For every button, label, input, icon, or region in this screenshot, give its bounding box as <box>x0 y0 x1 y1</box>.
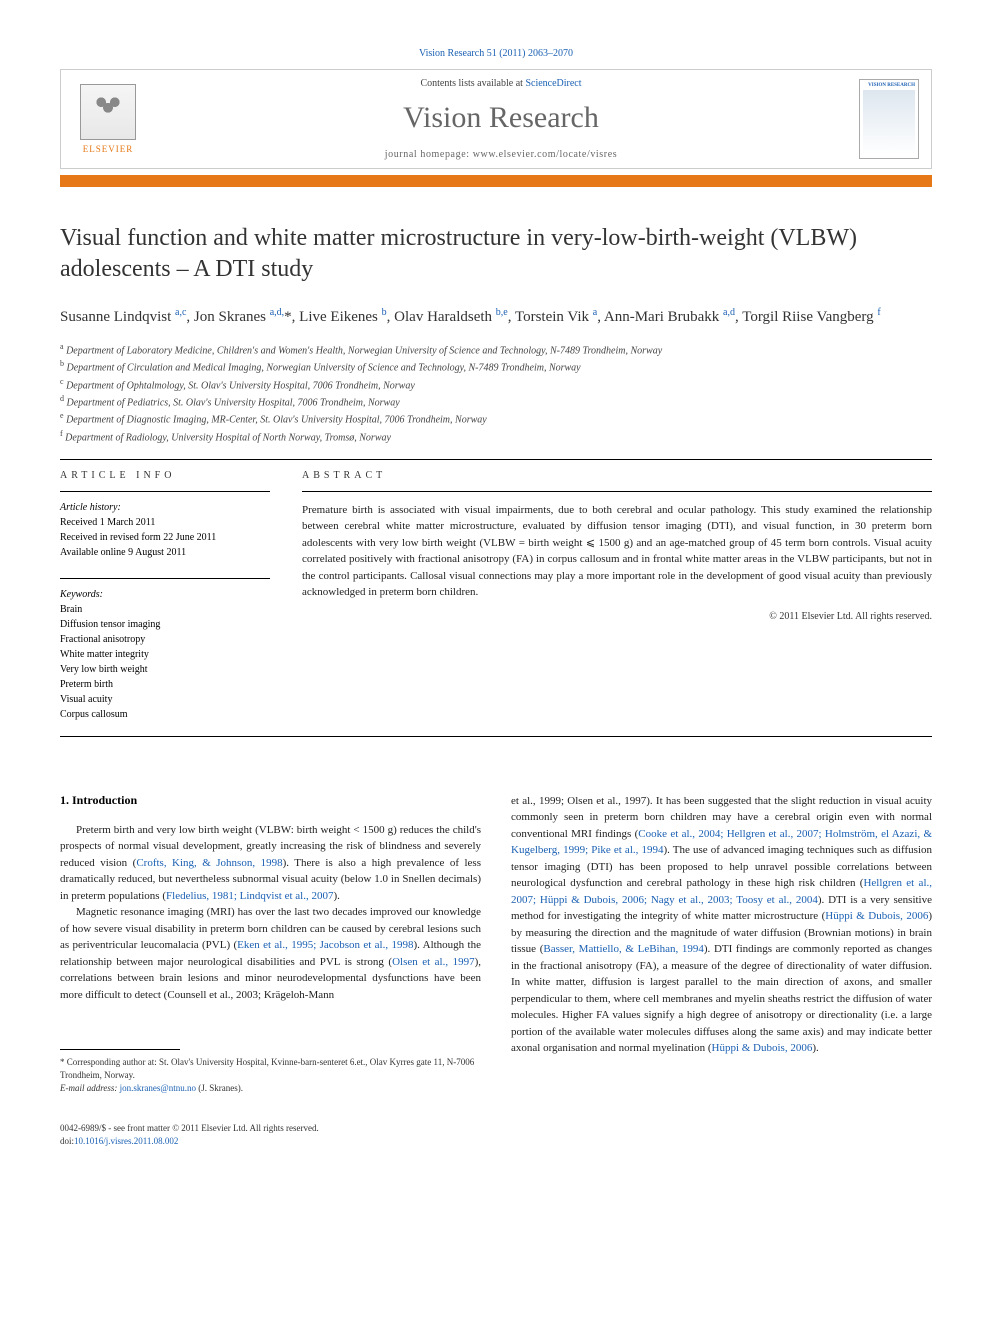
page-container: Vision Research 51 (2011) 2063–2070 ELSE… <box>0 0 992 1195</box>
keyword: Diffusion tensor imaging <box>60 617 270 632</box>
keyword: Brain <box>60 602 270 617</box>
divider <box>60 578 270 579</box>
email-suffix: (J. Skranes). <box>196 1083 243 1093</box>
email-line: E-mail address: jon.skranes@ntnu.no (J. … <box>60 1082 481 1095</box>
history-line: Received 1 March 2011 <box>60 515 270 530</box>
keyword: Very low birth weight <box>60 662 270 677</box>
divider <box>60 459 932 460</box>
homepage-prefix: journal homepage: <box>385 149 473 160</box>
paragraph: Magnetic resonance imaging (MRI) has ove… <box>60 904 481 1003</box>
body-columns: 1. Introduction Preterm birth and very l… <box>60 793 932 1094</box>
abstract-column: ABSTRACT Premature birth is associated w… <box>302 470 932 722</box>
doi-label: doi: <box>60 1136 74 1146</box>
journal-cover-thumb: VISION RESEARCH <box>859 79 919 159</box>
affiliation-line: a Department of Laboratory Medicine, Chi… <box>60 341 932 358</box>
journal-banner: ELSEVIER Contents lists available at Sci… <box>60 69 932 169</box>
abstract-text: Premature birth is associated with visua… <box>302 502 932 601</box>
info-abstract-row: ARTICLE INFO Article history: Received 1… <box>60 470 932 722</box>
article-title: Visual function and white matter microst… <box>60 223 932 285</box>
cover-thumb-title: VISION RESEARCH <box>863 83 915 88</box>
front-matter-line: 0042-6989/$ - see front matter © 2011 El… <box>60 1122 932 1135</box>
authors-list: Susanne Lindqvist a,c, Jon Skranes a,d,*… <box>60 305 932 329</box>
homepage-line: journal homepage: www.elsevier.com/locat… <box>143 149 859 160</box>
affiliations-list: a Department of Laboratory Medicine, Chi… <box>60 341 932 445</box>
keywords-block: Keywords: BrainDiffusion tensor imagingF… <box>60 587 270 722</box>
sciencedirect-link[interactable]: ScienceDirect <box>525 78 581 89</box>
keywords-lines: BrainDiffusion tensor imagingFractional … <box>60 602 270 722</box>
corresponding-author: * Corresponding author at: St. Olav's Un… <box>60 1056 481 1081</box>
journal-name: Vision Research <box>143 101 859 135</box>
keywords-label: Keywords: <box>60 587 270 602</box>
keyword: White matter integrity <box>60 647 270 662</box>
affiliation-line: c Department of Ophtalmology, St. Olav's… <box>60 376 932 393</box>
cover-thumb-body <box>863 90 915 155</box>
history-line: Available online 9 August 2011 <box>60 545 270 560</box>
footer: 0042-6989/$ - see front matter © 2011 El… <box>60 1122 932 1147</box>
footnote-block: * Corresponding author at: St. Olav's Un… <box>60 1056 481 1094</box>
email-link[interactable]: jon.skranes@ntnu.no <box>120 1083 196 1093</box>
abstract-heading: ABSTRACT <box>302 470 932 481</box>
doi-link[interactable]: 10.1016/j.visres.2011.08.002 <box>74 1136 178 1146</box>
left-column: 1. Introduction Preterm birth and very l… <box>60 793 481 1094</box>
email-label: E-mail address: <box>60 1083 120 1093</box>
keyword: Visual acuity <box>60 692 270 707</box>
homepage-url: www.elsevier.com/locate/visres <box>473 149 618 160</box>
right-column: et al., 1999; Olsen et al., 1997). It ha… <box>511 793 932 1094</box>
banner-center: Contents lists available at ScienceDirec… <box>143 78 859 160</box>
body-text: Preterm birth and very low birth weight … <box>60 822 481 1004</box>
contents-line: Contents lists available at ScienceDirec… <box>143 78 859 89</box>
paragraph: Preterm birth and very low birth weight … <box>60 822 481 905</box>
body-text: et al., 1999; Olsen et al., 1997). It ha… <box>511 793 932 1057</box>
divider <box>60 736 932 737</box>
affiliation-line: f Department of Radiology, University Ho… <box>60 428 932 445</box>
info-heading: ARTICLE INFO <box>60 470 270 481</box>
citation-line: Vision Research 51 (2011) 2063–2070 <box>60 48 932 59</box>
elsevier-logo: ELSEVIER <box>73 79 143 159</box>
elsevier-tree-icon <box>80 84 136 140</box>
history-line: Received in revised form 22 June 2011 <box>60 530 270 545</box>
publisher-name: ELSEVIER <box>83 144 134 154</box>
article-info-column: ARTICLE INFO Article history: Received 1… <box>60 470 270 722</box>
keyword: Preterm birth <box>60 677 270 692</box>
contents-prefix: Contents lists available at <box>420 78 525 89</box>
history-lines: Received 1 March 2011Received in revised… <box>60 515 270 560</box>
history-block: Article history: Received 1 March 2011Re… <box>60 500 270 560</box>
divider <box>60 491 270 492</box>
copyright-line: © 2011 Elsevier Ltd. All rights reserved… <box>302 611 932 622</box>
orange-bar <box>60 175 932 187</box>
doi-line: doi:10.1016/j.visres.2011.08.002 <box>60 1135 932 1148</box>
footnote-rule <box>60 1049 180 1050</box>
affiliation-line: b Department of Circulation and Medical … <box>60 358 932 375</box>
history-label: Article history: <box>60 500 270 515</box>
intro-heading: 1. Introduction <box>60 793 481 808</box>
divider <box>302 491 932 492</box>
keyword: Fractional anisotropy <box>60 632 270 647</box>
paragraph: et al., 1999; Olsen et al., 1997). It ha… <box>511 793 932 1057</box>
keyword: Corpus callosum <box>60 707 270 722</box>
affiliation-line: e Department of Diagnostic Imaging, MR-C… <box>60 410 932 427</box>
affiliation-line: d Department of Pediatrics, St. Olav's U… <box>60 393 932 410</box>
